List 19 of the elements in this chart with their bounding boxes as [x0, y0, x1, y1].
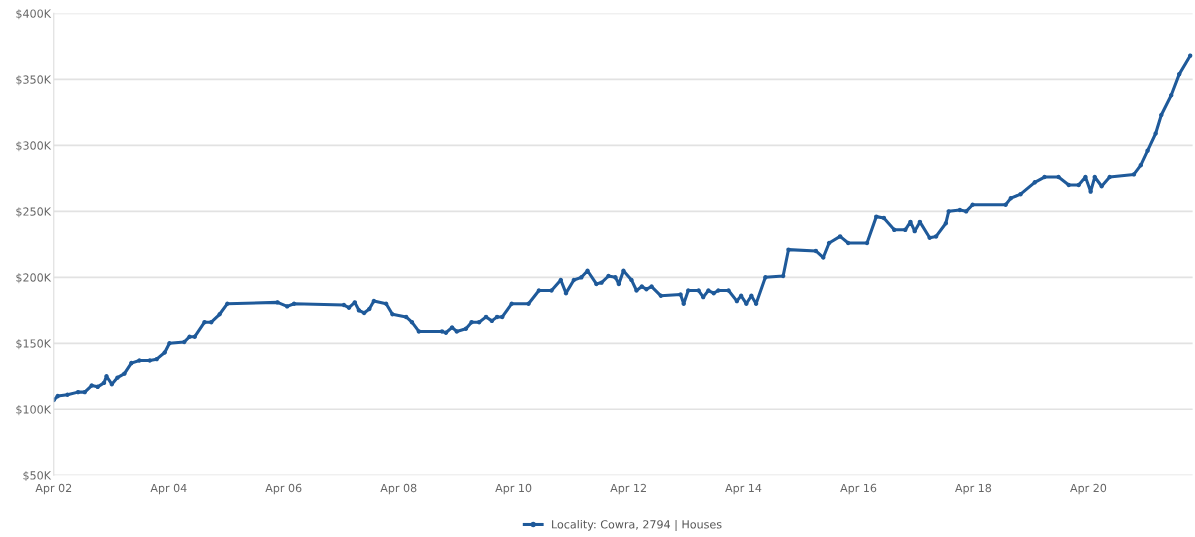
y-tick-label: $50K — [23, 471, 52, 482]
y-tick-label: $200K — [16, 273, 52, 284]
x-tick-label: Apr 14 — [725, 483, 762, 495]
x-tick-label: Apr 06 — [265, 483, 302, 495]
legend-label: Locality: Cowra, 2794 | Houses — [552, 519, 722, 531]
x-tick-label: Apr 02 — [35, 483, 72, 495]
x-tick-label: Apr 12 — [610, 483, 646, 495]
y-tick-label: $150K — [16, 339, 52, 350]
x-tick-label: Apr 18 — [955, 483, 992, 495]
y-tick-label: $100K — [16, 405, 52, 416]
y-tick-label: $250K — [16, 207, 52, 218]
y-tick-label: $300K — [16, 141, 52, 152]
x-tick-label: Apr 10 — [495, 483, 532, 495]
x-tick-label: Apr 20 — [1070, 483, 1107, 495]
x-tick-label: Apr 08 — [380, 483, 417, 495]
y-tick-label: $350K — [16, 75, 52, 86]
x-tick-label: Apr 04 — [150, 483, 187, 495]
y-tick-label: $400K — [16, 9, 52, 20]
x-tick-label: Apr 16 — [840, 483, 877, 495]
